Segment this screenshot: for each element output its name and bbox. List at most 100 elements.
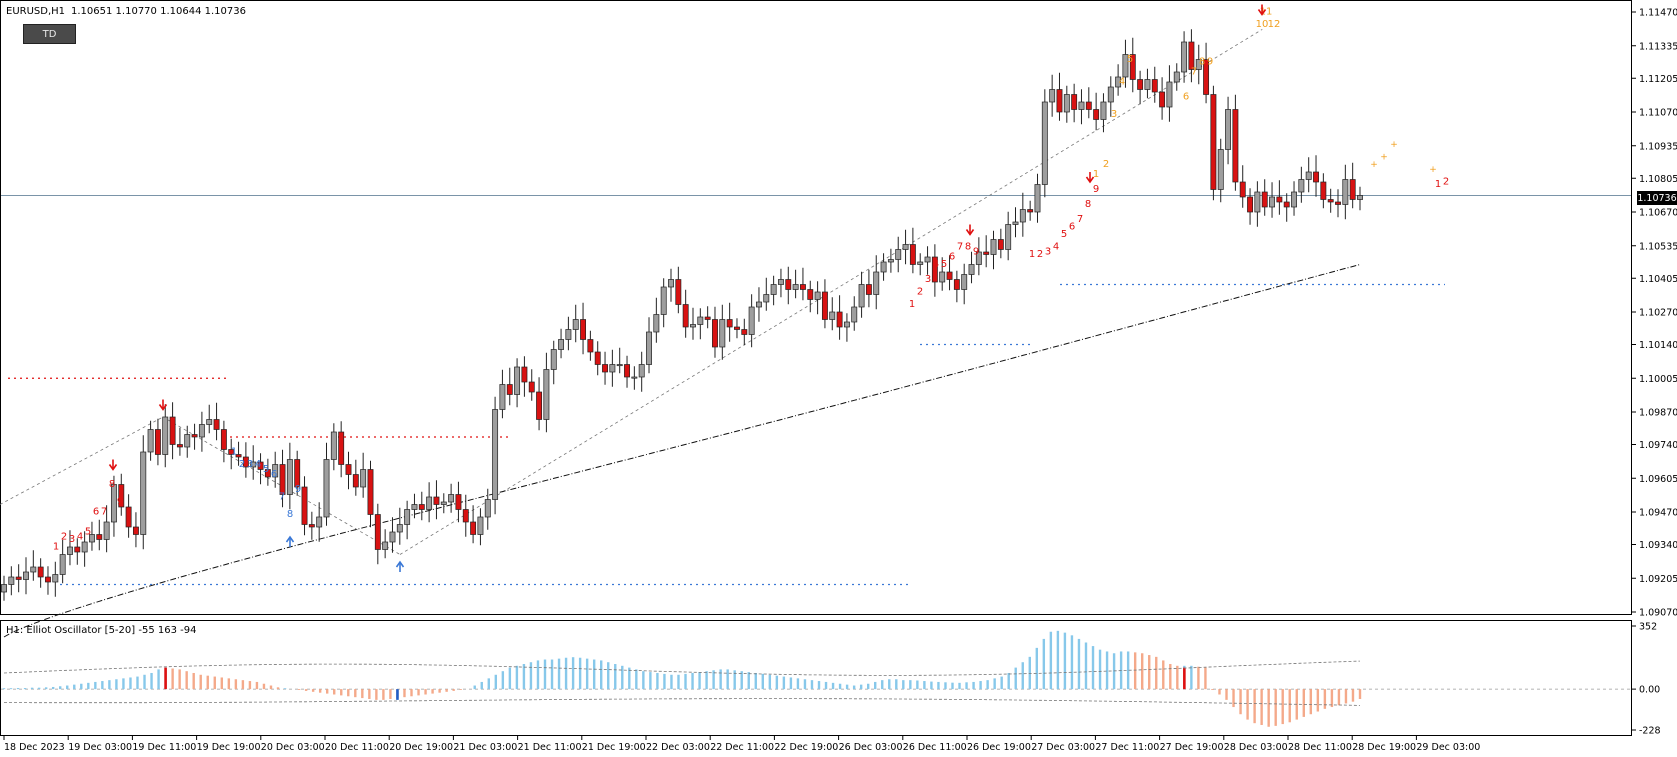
candle — [1327, 199, 1334, 203]
y-tick-label: 1.10005 — [1639, 374, 1677, 385]
candle — [1005, 224, 1012, 250]
td-plus-marker: + — [1370, 160, 1378, 170]
candle — [103, 521, 110, 540]
td-count-label: 1 — [1093, 169, 1099, 180]
candle — [873, 271, 880, 295]
candle — [132, 526, 139, 535]
y-tick-label: 1.11205 — [1639, 74, 1677, 85]
td-count-label: 8 — [965, 242, 971, 253]
candle — [396, 524, 403, 533]
candle — [565, 329, 572, 340]
td-count-label: 2 — [917, 287, 923, 298]
candle — [389, 531, 396, 543]
x-tick-label: 27 Dec 11:00 — [1095, 742, 1159, 753]
osc-upper-band — [3, 660, 1361, 676]
candle — [301, 486, 308, 525]
candle — [821, 291, 828, 320]
td-trend-line — [0, 416, 164, 505]
moving-average-line — [3, 264, 1361, 638]
y-tick-label: 1.10535 — [1639, 241, 1677, 252]
candle — [682, 304, 689, 328]
candle — [250, 461, 257, 468]
candle — [455, 494, 462, 510]
candle — [264, 469, 271, 478]
td-count-label: 6 — [1069, 222, 1075, 233]
td-count-label: 8 — [109, 479, 115, 490]
candle — [521, 366, 528, 383]
candle — [477, 516, 484, 535]
candle — [411, 504, 418, 510]
y-tick-label: 1.11070 — [1639, 108, 1677, 119]
candle — [1173, 71, 1180, 83]
candle — [668, 279, 674, 288]
arrow-head — [158, 404, 168, 411]
candle — [198, 424, 205, 438]
candle — [1012, 221, 1019, 225]
osc-y-tick-label: 0.00 — [1639, 685, 1660, 696]
x-tick-label: 22 Dec 03:00 — [646, 742, 710, 753]
y-tick-label: 1.11470 — [1639, 8, 1677, 19]
x-tick-label: 27 Dec 03:00 — [1031, 742, 1095, 753]
candle — [975, 251, 982, 265]
candle — [1093, 109, 1100, 120]
sell-arrow-icon — [108, 459, 118, 471]
td-count-label: 3 — [69, 534, 75, 545]
candle — [990, 239, 997, 255]
candle — [1107, 86, 1114, 103]
td-count-label: 8 — [287, 509, 293, 520]
y-tick-label: 1.11335 — [1639, 41, 1677, 52]
candle — [961, 274, 968, 290]
candle — [763, 294, 770, 303]
x-tick-label: 22 Dec 11:00 — [710, 742, 774, 753]
td-count-label: 6 — [1183, 92, 1189, 103]
arrow-head — [285, 535, 295, 543]
candle — [624, 364, 630, 378]
candle — [792, 284, 799, 290]
td-count-label: 11 — [1260, 7, 1273, 18]
candle — [338, 431, 345, 465]
candle — [829, 311, 836, 320]
candle — [440, 501, 447, 505]
y-tick-label: 1.09870 — [1639, 408, 1677, 419]
x-tick-label: 20 Dec 03:00 — [261, 742, 325, 753]
osc-y-tick-label: 352 — [1639, 622, 1657, 633]
candle — [81, 541, 88, 553]
candle — [550, 349, 557, 370]
candle — [235, 454, 242, 458]
candle — [1305, 171, 1312, 180]
td-count-label: 10 — [1256, 19, 1269, 30]
x-tick-label: 18 Dec 2023 — [4, 742, 65, 753]
x-tick-label: 19 Dec 19:00 — [197, 742, 261, 753]
candle — [1269, 196, 1275, 208]
candle — [646, 331, 652, 365]
candle — [931, 256, 938, 283]
candle — [704, 316, 711, 320]
candle — [924, 256, 931, 263]
td-count-label: 9 — [973, 247, 979, 258]
candle — [946, 271, 953, 280]
td-button[interactable]: TD — [23, 24, 76, 44]
td-count-label: 5 — [1061, 229, 1067, 240]
candle — [352, 474, 359, 488]
td-count-label: 12 — [1268, 19, 1281, 30]
td-count-label: 1 — [909, 299, 915, 310]
candle — [1166, 81, 1173, 108]
candle — [462, 509, 469, 523]
arrow-head — [1257, 9, 1267, 16]
x-tick-label: 28 Dec 19:00 — [1352, 742, 1416, 753]
x-tick-label: 27 Dec 19:00 — [1160, 742, 1224, 753]
candle — [939, 271, 946, 283]
candle — [426, 496, 433, 510]
td-plus-marker: + — [1380, 153, 1388, 163]
candle — [1203, 59, 1210, 95]
td-trend-line — [162, 416, 401, 555]
candle — [536, 391, 543, 420]
candle — [543, 369, 550, 420]
price-pane-frame — [0, 0, 1632, 615]
candle — [1019, 209, 1026, 223]
candle — [1129, 54, 1136, 80]
candle — [726, 319, 733, 328]
y-tick-label: 1.09740 — [1639, 440, 1677, 451]
candle — [345, 464, 352, 475]
